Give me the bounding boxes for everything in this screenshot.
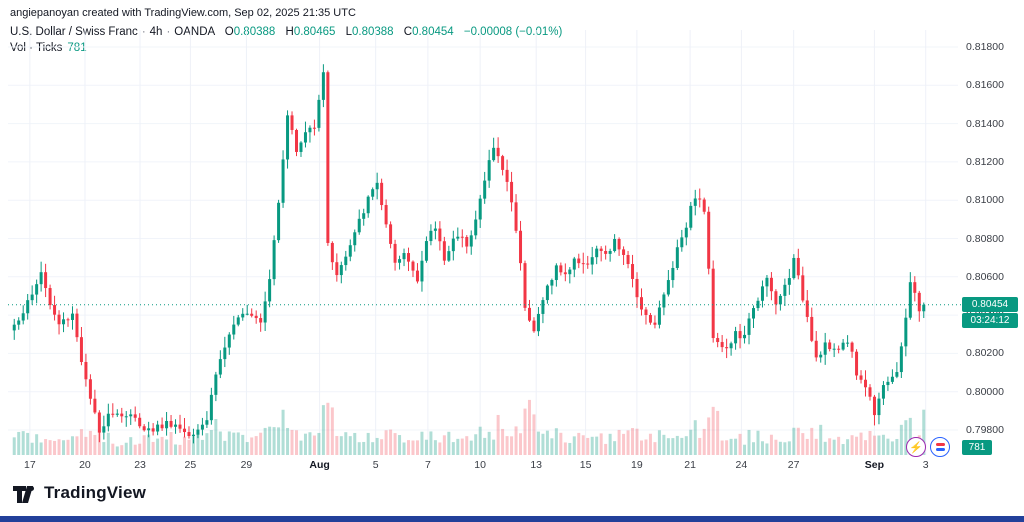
grid-layer xyxy=(8,30,958,455)
time-axis-label: 7 xyxy=(424,459,431,471)
ohlc-open: O0.80388 xyxy=(225,26,276,38)
ohlc-value: 0.80465 xyxy=(293,26,336,38)
legend-separator: · xyxy=(141,26,146,38)
change-value: −0.00008 (−0.01%) xyxy=(463,26,563,38)
minds-icon[interactable] xyxy=(930,437,950,457)
time-axis-label: 25 xyxy=(184,459,197,471)
price-chart[interactable] xyxy=(0,0,1024,478)
volume-value: 781 xyxy=(67,42,87,54)
ohlc-value: 0.80388 xyxy=(352,26,394,38)
time-axis-label: 15 xyxy=(579,459,592,471)
legend-separator: · xyxy=(166,26,171,38)
interval-label[interactable]: 4h xyxy=(149,26,163,38)
chart-mini-icons: ⚡ xyxy=(906,437,950,457)
footer-brand[interactable]: TradingView xyxy=(12,482,146,504)
ohlc-high: H0.80465 xyxy=(286,26,336,38)
time-axis-label: 5 xyxy=(372,459,379,471)
ohlc-letter: O xyxy=(224,26,234,38)
ohlc-value: 0.80388 xyxy=(233,26,276,38)
ohlc-letter: H xyxy=(285,26,294,38)
time-axis-label: 19 xyxy=(631,459,643,471)
time-axis-label: 20 xyxy=(79,459,91,471)
price-axis-label: 0.81400 xyxy=(966,117,1004,130)
time-axis-label: 24 xyxy=(735,459,748,471)
bar-countdown-badge: 03:24:12 xyxy=(962,312,1018,328)
brand-text[interactable]: TradingView xyxy=(44,483,147,502)
time-axis-label: 3 xyxy=(922,459,929,471)
attribution-text: angiepanoyan created with TradingView.co… xyxy=(10,7,356,19)
bottom-accent-bar xyxy=(0,516,1024,522)
time-axis-label: 10 xyxy=(474,459,486,471)
time-axis-label: Sep xyxy=(864,459,885,471)
volume-badge: 781 xyxy=(962,440,992,455)
price-axis-label: 0.80000 xyxy=(966,385,1004,398)
flash-icon[interactable]: ⚡ xyxy=(906,437,926,457)
symbol-legend: U.S. Dollar / Swiss Franc · 4h · OANDA O0.80… xyxy=(10,26,562,38)
price-axis-label: 0.79800 xyxy=(966,424,1004,436)
price-axis-label: 0.80800 xyxy=(966,232,1004,245)
time-axis-label: 17 xyxy=(24,459,36,471)
time-axis-label: Aug xyxy=(309,459,330,471)
price-axis-label: 0.81000 xyxy=(966,194,1004,207)
symbol-title[interactable]: U.S. Dollar / Swiss Franc xyxy=(10,26,138,38)
ohlc-value: 0.80454 xyxy=(412,26,454,38)
ohlc-low: L0.80388 xyxy=(346,26,394,38)
volume-layer xyxy=(12,399,926,455)
ohlc-close: C0.80454 xyxy=(404,26,454,38)
time-axis-label: 13 xyxy=(530,459,543,471)
time-axis-label: 21 xyxy=(684,459,696,471)
time-axis-label: 29 xyxy=(240,459,253,471)
price-axis-label: 0.80600 xyxy=(966,270,1004,283)
ohlc-letter: C xyxy=(403,26,413,38)
tradingview-logo[interactable] xyxy=(12,482,36,504)
time-axis-label: 23 xyxy=(134,459,146,471)
price-axis-label: 0.81800 xyxy=(966,41,1004,53)
candle-bodies-layer xyxy=(12,72,926,437)
price-axis-label: 0.80200 xyxy=(966,347,1004,360)
volume-legend: Vol · Ticks 781 xyxy=(10,42,87,54)
time-axis-label: 27 xyxy=(787,459,800,471)
ohlc-letter: L xyxy=(345,26,352,38)
candle-wicks-layer xyxy=(13,64,925,444)
volume-label[interactable]: Vol · Ticks xyxy=(10,42,63,54)
exchange-label[interactable]: OANDA xyxy=(174,26,215,38)
price-axis-label: 0.81600 xyxy=(966,79,1004,92)
last-price-badge: 0.80454 xyxy=(962,296,1018,312)
price-axis-label: 0.81200 xyxy=(966,155,1004,168)
